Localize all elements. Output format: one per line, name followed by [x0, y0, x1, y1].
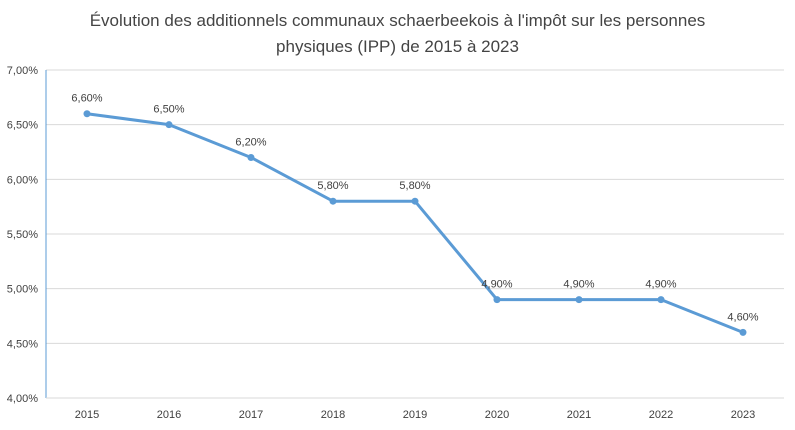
data-point — [657, 296, 665, 304]
y-tick-label: 5,00% — [7, 284, 38, 296]
y-tick-label: 4,00% — [7, 393, 38, 405]
series-line — [85, 112, 745, 334]
y-tick-label: 7,00% — [7, 65, 38, 77]
x-tick-label: 2022 — [649, 409, 673, 421]
data-label: 5,80% — [317, 180, 348, 192]
x-tick-label: 2021 — [567, 409, 591, 421]
data-label: 6,50% — [153, 104, 184, 116]
y-tick-label: 5,50% — [7, 229, 38, 241]
y-tick-label: 6,50% — [7, 120, 38, 132]
x-tick-label: 2018 — [321, 409, 345, 421]
data-labels: 6,60% 6,50% 6,20% 5,80% 5,80% 4,90% 4,90% 4,90%… — [71, 93, 758, 324]
series-group — [83, 110, 747, 336]
data-point — [493, 296, 501, 304]
data-label: 5,80% — [399, 180, 430, 192]
data-label: 4,90% — [645, 279, 676, 291]
data-point — [411, 197, 419, 205]
data-label: 6,60% — [71, 93, 102, 105]
gridlines — [46, 69, 784, 344]
data-point — [165, 121, 173, 129]
data-label: 6,20% — [235, 136, 266, 148]
data-label: 4,90% — [481, 279, 512, 291]
data-point — [83, 110, 91, 118]
chart-title: Évolution des additionnels communaux sch… — [0, 8, 795, 60]
chart-title-line-1: Évolution des additionnels communaux sch… — [89, 11, 706, 30]
data-label: 4,60% — [727, 311, 758, 323]
data-point — [247, 153, 255, 161]
data-point — [739, 328, 747, 336]
data-point — [329, 197, 337, 205]
y-tick-label: 6,00% — [7, 174, 38, 186]
axes — [45, 70, 784, 399]
x-tick-label: 2019 — [403, 409, 427, 421]
data-point — [575, 296, 583, 304]
x-tick-label: 2016 — [157, 409, 181, 421]
x-tick-label: 2023 — [731, 409, 755, 421]
y-tick-label: 4,50% — [7, 338, 38, 350]
x-tick-label: 2015 — [75, 409, 99, 421]
x-axis-ticks: 2015 2016 2017 2018 2019 2020 2021 2022 2023 — [75, 409, 755, 421]
x-tick-label: 2020 — [485, 409, 509, 421]
data-label: 4,90% — [563, 279, 594, 291]
y-axis-ticks: 4,00% 4,50% 5,00% 5,50% 6,00% 6,50% 7,00% — [7, 65, 38, 405]
x-tick-label: 2017 — [239, 409, 263, 421]
chart-title-line-2: physiques (IPP) de 2015 à 2023 — [276, 37, 519, 56]
